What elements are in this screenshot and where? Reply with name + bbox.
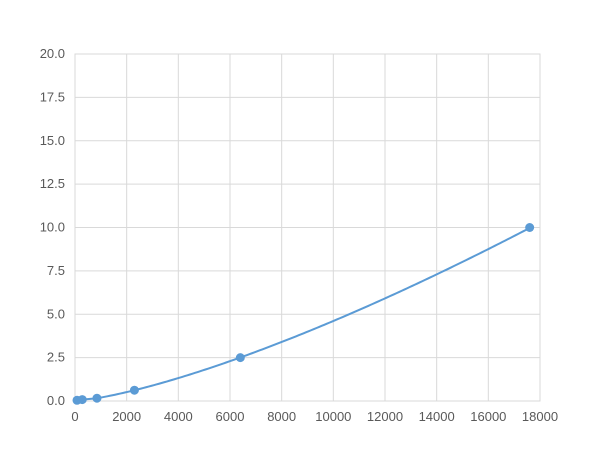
x-tick-label: 10000 <box>315 409 351 424</box>
data-point <box>129 385 139 395</box>
x-tick-label: 2000 <box>112 409 141 424</box>
data-point <box>235 353 245 363</box>
y-tick-label: 5.0 <box>47 306 65 321</box>
x-tick-label: 12000 <box>367 409 403 424</box>
y-tick-label: 7.5 <box>47 263 65 278</box>
data-point <box>92 393 102 403</box>
x-tick-label: 8000 <box>267 409 296 424</box>
y-tick-label: 0.0 <box>47 393 65 408</box>
plot-border <box>74 53 541 402</box>
y-tick-label: 2.5 <box>47 350 65 365</box>
x-tick-label: 16000 <box>470 409 506 424</box>
x-tick-label: 0 <box>71 409 78 424</box>
y-tick-label: 15.0 <box>40 133 65 148</box>
x-tick-label: 18000 <box>522 409 558 424</box>
y-tick-label: 17.5 <box>40 89 65 104</box>
x-tick-label: 14000 <box>419 409 455 424</box>
x-tick-label: 6000 <box>216 409 245 424</box>
x-tick-label: 4000 <box>164 409 193 424</box>
y-tick-label: 20.0 <box>40 46 65 61</box>
series-line <box>76 227 529 402</box>
y-tick-label: 12.5 <box>40 176 65 191</box>
data-point <box>525 223 535 232</box>
y-tick-label: 10.0 <box>40 220 65 235</box>
data-point <box>77 395 87 405</box>
